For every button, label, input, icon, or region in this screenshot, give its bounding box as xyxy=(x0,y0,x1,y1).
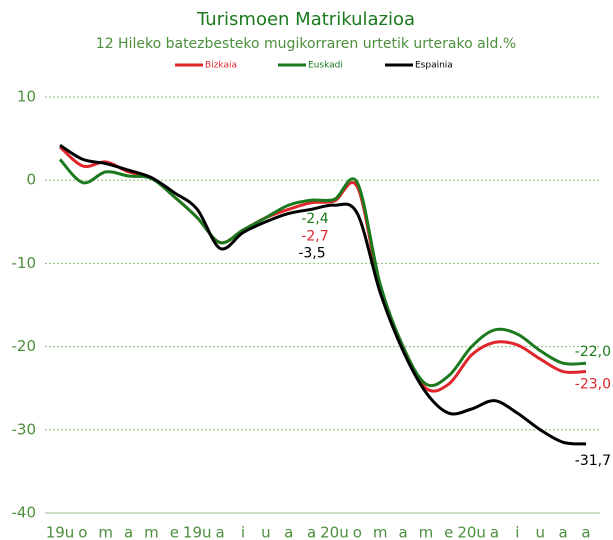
x-tick-label: m xyxy=(98,524,113,540)
x-tick-label: a xyxy=(284,524,293,540)
x-tick-label: u xyxy=(536,524,546,540)
x-tick-label: a xyxy=(559,524,568,540)
y-tick-label: 0 xyxy=(26,171,36,189)
x-tick-label: a xyxy=(124,524,133,540)
x-tick-label: a xyxy=(215,524,224,540)
x-tick-label: o xyxy=(78,524,87,540)
x-tick-label: 19u xyxy=(183,524,212,540)
y-tick-label: -10 xyxy=(12,254,37,272)
legend-label: Bizkaia xyxy=(205,61,237,71)
series-line xyxy=(58,145,587,393)
data-label: -2,4 xyxy=(301,211,328,227)
x-tick-label: m xyxy=(144,524,159,540)
chart-subtitle: 12 Hileko batezbesteko mugikorraren urte… xyxy=(96,36,516,52)
x-tick-label: o xyxy=(353,524,362,540)
x-tick-label: u xyxy=(261,524,271,540)
x-tick-label: m xyxy=(419,524,434,540)
data-label: -3,5 xyxy=(298,245,325,261)
x-tick-label: a xyxy=(490,524,499,540)
y-tick-label: -30 xyxy=(12,420,37,438)
y-tick-label: -40 xyxy=(12,504,37,522)
y-tick-label: 10 xyxy=(17,88,36,106)
x-tick-label: a xyxy=(398,524,407,540)
x-tick-label: e xyxy=(170,524,179,540)
legend-label: Euskadi xyxy=(308,61,343,71)
series-line xyxy=(58,158,587,388)
x-tick-label: a xyxy=(307,524,316,540)
x-tick-label: e xyxy=(444,524,453,540)
data-label: -31,7 xyxy=(575,453,611,469)
x-tick-label: m xyxy=(373,524,388,540)
data-label: -23,0 xyxy=(575,377,611,393)
x-tick-label: a xyxy=(581,524,590,540)
series-line xyxy=(59,143,587,446)
x-tick-label: i xyxy=(515,524,519,540)
chart-title: Turismoen Matrikulazioa xyxy=(196,9,415,30)
data-label: -22,0 xyxy=(575,344,611,360)
x-tick-label: i xyxy=(241,524,245,540)
x-tick-label: 20u xyxy=(457,524,486,540)
y-tick-label: -20 xyxy=(12,337,37,355)
data-label: -2,7 xyxy=(301,229,328,245)
x-tick-label: 19u xyxy=(46,524,75,540)
x-tick-label: 20u xyxy=(320,524,349,540)
legend-label: Espainia xyxy=(415,61,453,71)
